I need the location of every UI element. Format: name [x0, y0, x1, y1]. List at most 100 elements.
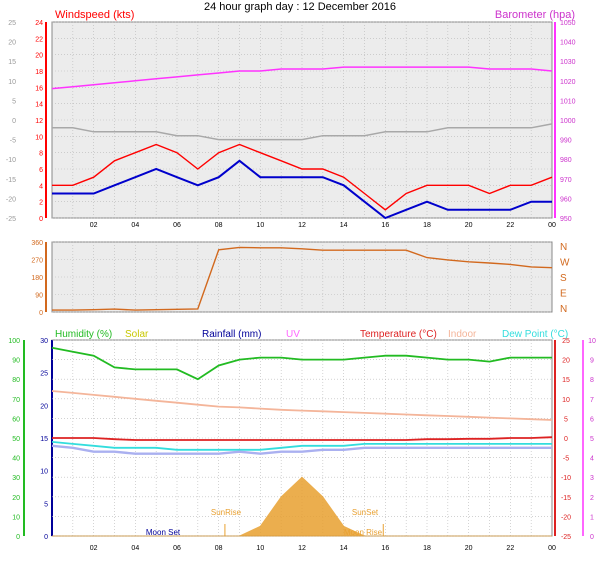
series-legend: Solar — [125, 329, 149, 340]
time-tick-label: 06 — [173, 545, 181, 552]
gust-tick-label: 5 — [12, 98, 16, 105]
temperature-tick-label: -10 — [561, 475, 571, 482]
rainfall-tick-label: 0 — [44, 534, 48, 541]
time-tick-label: 12 — [298, 545, 306, 552]
temperature-tick-label: 20 — [562, 358, 570, 365]
uv-tick-label: 2 — [590, 495, 594, 502]
barometer-tick-label: 1030 — [560, 59, 576, 66]
gust-tick-label: -25 — [6, 216, 16, 223]
gust-series — [52, 123, 553, 141]
series-legend: Indoor — [448, 329, 477, 340]
compass-label: N — [560, 304, 567, 315]
compass-label: N — [560, 242, 567, 253]
series-legend: Humidity (%) — [55, 329, 112, 340]
time-tick-label: 18 — [423, 222, 431, 229]
time-tick-label: 04 — [131, 545, 139, 552]
gust-tick-label: -5 — [10, 138, 16, 145]
page-title: 24 hour graph day : 12 December 2016 — [204, 1, 396, 13]
uv-tick-label: 5 — [590, 436, 594, 443]
astro-annotation: SunRise — [211, 508, 242, 517]
series-legend: Dew Point (°C) — [502, 329, 568, 340]
windspeed-tick-label: 14 — [35, 102, 43, 109]
windspeed-tick-label: 2 — [39, 200, 43, 207]
apparent-temperature-series — [51, 444, 552, 455]
time-tick-label: 08 — [215, 545, 223, 552]
barometer-tick-label: 1000 — [560, 118, 576, 125]
time-tick-label: 14 — [340, 222, 348, 229]
rainfall-tick-label: 5 — [44, 501, 48, 508]
humidity-tick-label: 90 — [12, 358, 20, 365]
uv-tick-label: 8 — [590, 377, 594, 384]
windspeed-tick-label: 16 — [35, 85, 43, 92]
gust-tick-label: -10 — [6, 157, 16, 164]
uv-tick-label: 1 — [590, 514, 594, 521]
rainfall-tick-label: 15 — [40, 436, 48, 443]
time-tick-label: 22 — [506, 545, 514, 552]
gust-tick-label: 10 — [8, 79, 16, 86]
gust-tick-label: 0 — [12, 118, 16, 125]
indoor-series — [51, 390, 553, 421]
temperature-tick-label: 10 — [562, 397, 570, 404]
uv-tick-label: 0 — [590, 534, 594, 541]
direction-tick-label: 360 — [31, 240, 43, 247]
compass-label: S — [560, 273, 567, 284]
temperature-tick-label: -15 — [561, 495, 571, 502]
rainfall-tick-label: 20 — [40, 403, 48, 410]
windspeed-tick-label: 18 — [35, 69, 43, 76]
direction-series — [52, 246, 553, 311]
barometer-legend: Barometer (hpa) — [495, 9, 575, 21]
humidity-tick-label: 80 — [12, 377, 20, 384]
rainfall-tick-label: 30 — [40, 338, 48, 345]
windspeed-tick-label: 12 — [35, 118, 43, 125]
windspeed-tick-label: 20 — [35, 53, 43, 60]
barometer-tick-label: 990 — [560, 138, 572, 145]
astro-annotation: SunSet — [352, 508, 379, 517]
windspeed-legend: Windspeed (kts) — [55, 9, 134, 21]
barometer-tick-label: 1050 — [560, 20, 576, 27]
humidity-tick-label: 40 — [12, 456, 20, 463]
dewpoint-series — [51, 441, 552, 451]
direction-tick-label: 90 — [35, 293, 43, 300]
astro-annotation: Moon Set — [146, 528, 181, 537]
solar-series — [52, 476, 552, 537]
time-tick-label: 08 — [215, 222, 223, 229]
humidity-tick-label: 70 — [12, 397, 20, 404]
time-tick-label: 12 — [298, 222, 306, 229]
temperature-tick-label: 15 — [562, 377, 570, 384]
uv-tick-label: 3 — [590, 475, 594, 482]
humidity-tick-label: 10 — [12, 514, 20, 521]
humidity-tick-label: 0 — [16, 534, 20, 541]
compass-label: W — [560, 258, 570, 269]
uv-tick-label: 10 — [588, 338, 596, 345]
time-tick-label: 18 — [423, 545, 431, 552]
barometer-tick-label: 960 — [560, 196, 572, 203]
windspeed-tick-label: 4 — [39, 183, 43, 190]
gust-tick-label: 20 — [8, 40, 16, 47]
windspeed-tick-label: 6 — [39, 167, 43, 174]
average-wind-series — [52, 159, 552, 220]
uv-tick-label: 7 — [590, 397, 594, 404]
time-tick-label: 04 — [131, 222, 139, 229]
time-tick-label: 20 — [465, 545, 473, 552]
barometer-series — [51, 66, 553, 90]
uv-tick-label: 9 — [590, 358, 594, 365]
uv-tick-label: 4 — [590, 456, 594, 463]
gust-tick-label: -15 — [6, 177, 16, 184]
windspeed-series — [52, 143, 553, 211]
humidity-tick-label: 100 — [8, 338, 20, 345]
series-legend: UV — [286, 329, 300, 340]
windspeed-tick-label: 22 — [35, 36, 43, 43]
time-tick-label: 16 — [381, 545, 389, 552]
temperature-tick-label: 0 — [564, 436, 568, 443]
humidity-series — [51, 346, 552, 381]
time-tick-label: 10 — [256, 545, 264, 552]
direction-tick-label: 270 — [31, 258, 43, 265]
temperature-series — [52, 436, 553, 441]
temperature-tick-label: -5 — [563, 456, 569, 463]
windspeed-tick-label: 8 — [39, 151, 43, 158]
time-tick-label: 16 — [381, 222, 389, 229]
rainfall-tick-label: 10 — [40, 469, 48, 476]
time-tick-label: 20 — [465, 222, 473, 229]
